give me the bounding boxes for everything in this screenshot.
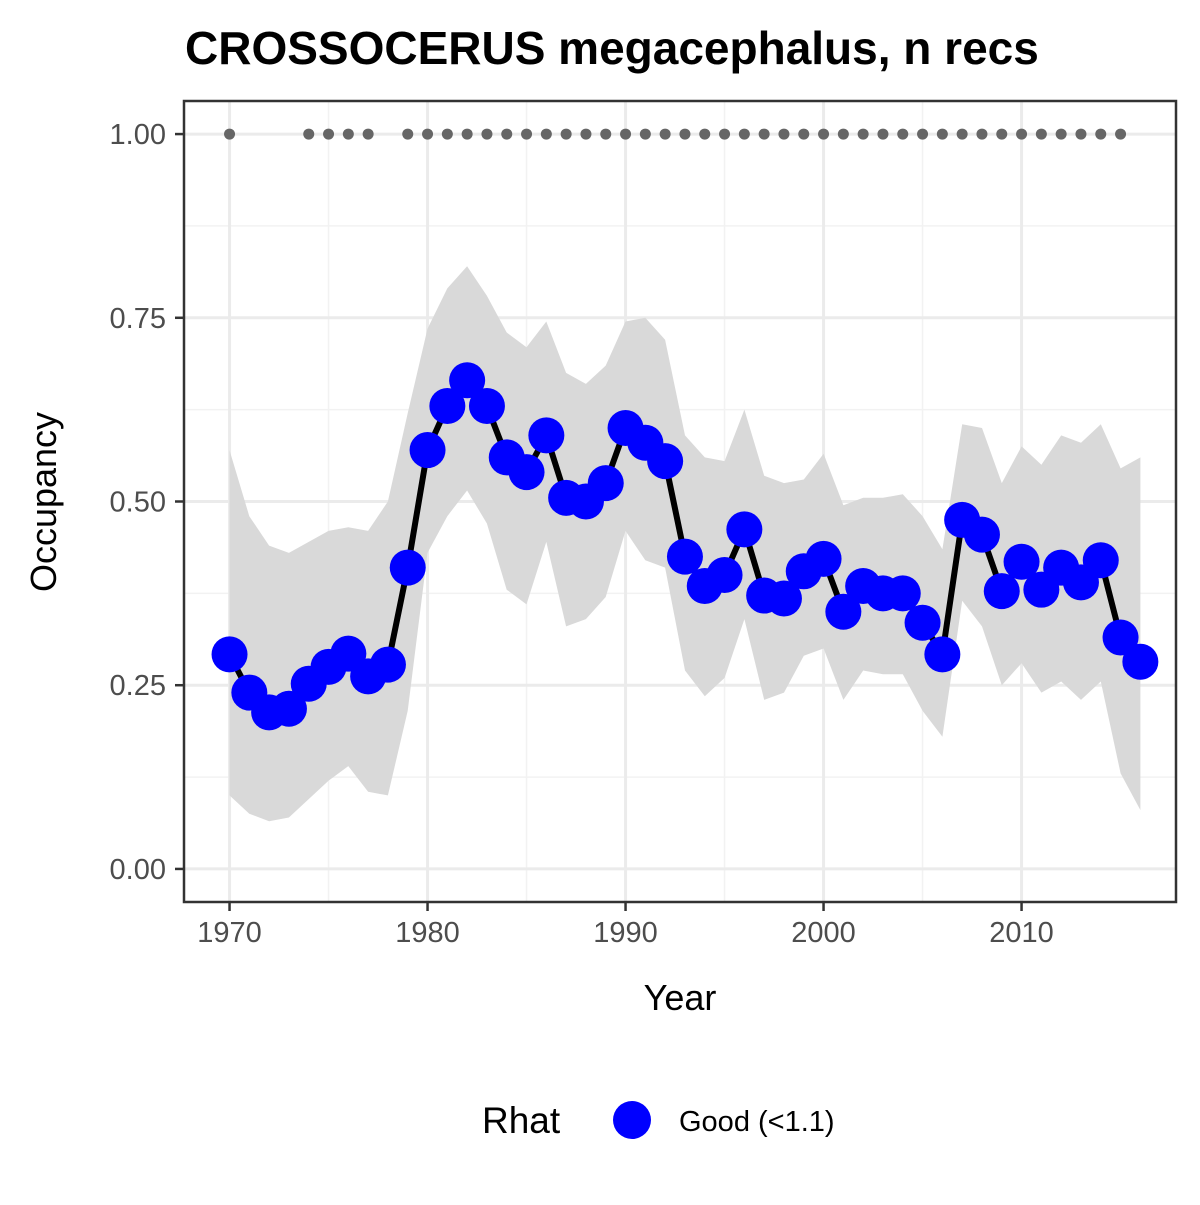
occupancy-point <box>706 556 743 593</box>
record-dot <box>719 128 731 140</box>
occupancy-point <box>805 540 842 577</box>
record-dot <box>818 128 830 140</box>
record-dot <box>461 128 473 140</box>
y-tick-label: 0.25 <box>110 670 166 702</box>
axis-ticks-layer: 1970 1980 1990 2000 2010 0.00 0.25 0.50 0.75 1.00 <box>110 119 1054 949</box>
record-dot <box>402 128 414 140</box>
record-dot <box>323 128 335 140</box>
record-dot <box>501 128 513 140</box>
occupancy-point <box>468 387 505 424</box>
record-dot <box>996 128 1008 140</box>
record-dots-layer <box>224 128 1127 140</box>
x-tick-label: 1980 <box>395 917 460 949</box>
record-dot <box>837 128 849 140</box>
record-dot <box>224 128 236 140</box>
occupancy-point <box>389 549 426 586</box>
occupancy-point <box>1082 542 1119 579</box>
record-dot <box>758 128 770 140</box>
occupancy-point <box>726 511 763 548</box>
record-dot <box>540 128 552 140</box>
record-dot <box>422 128 434 140</box>
record-dot <box>1016 128 1028 140</box>
occupancy-point <box>270 690 307 727</box>
record-dot <box>1115 128 1127 140</box>
occupancy-point <box>1102 619 1139 656</box>
occupancy-point <box>528 417 565 454</box>
y-tick-label: 0.75 <box>110 303 166 335</box>
y-tick-label: 0.50 <box>110 487 166 519</box>
record-dot <box>877 128 889 140</box>
record-dot <box>699 128 711 140</box>
record-dot <box>481 128 493 140</box>
occupancy-point <box>825 593 862 630</box>
x-axis-title: Year <box>644 977 717 1018</box>
occupancy-point <box>508 454 545 491</box>
record-dot <box>342 128 354 140</box>
legend-label-good: Good (<1.1) <box>679 1106 835 1138</box>
occupancy-point <box>587 465 624 502</box>
occupancy-point <box>963 516 1000 553</box>
record-dot <box>580 128 592 140</box>
record-dot <box>679 128 691 140</box>
x-tick-label: 1970 <box>197 917 262 949</box>
record-dot <box>798 128 810 140</box>
record-dot <box>956 128 968 140</box>
occupancy-point <box>884 575 921 612</box>
record-dot <box>441 128 453 140</box>
record-dot <box>600 128 612 140</box>
y-axis-title: Occupancy <box>23 412 64 592</box>
record-dot <box>778 128 790 140</box>
record-dot <box>659 128 671 140</box>
record-dot <box>620 128 632 140</box>
x-tick-label: 2000 <box>791 917 856 949</box>
occupancy-point <box>666 538 703 575</box>
record-dot <box>857 128 869 140</box>
chart-title: CROSSOCERUS megacephalus, n recs <box>185 22 1039 74</box>
occupancy-point <box>1122 643 1159 680</box>
occupancy-point <box>449 362 486 399</box>
occupancy-point <box>429 387 466 424</box>
record-dot <box>1035 128 1047 140</box>
record-dot <box>639 128 651 140</box>
occupancy-point <box>211 636 248 673</box>
occupancy-point <box>924 636 961 673</box>
occupancy-point <box>1003 543 1040 580</box>
record-dot <box>1075 128 1087 140</box>
record-dot <box>1095 128 1107 140</box>
record-dot <box>917 128 929 140</box>
record-dot <box>303 128 315 140</box>
record-dot <box>1055 128 1067 140</box>
record-dot <box>362 128 374 140</box>
occupancy-point <box>765 580 802 617</box>
legend: Rhat Good (<1.1) <box>482 1100 835 1141</box>
occupancy-point <box>904 604 941 641</box>
x-tick-label: 1990 <box>593 917 658 949</box>
y-tick-label: 0.00 <box>110 854 166 886</box>
record-dot <box>897 128 909 140</box>
occupancy-point <box>409 432 446 469</box>
occupancy-points-layer <box>211 362 1159 731</box>
record-dot <box>521 128 533 140</box>
occupancy-point <box>369 646 406 683</box>
record-dot <box>560 128 572 140</box>
occupancy-point <box>647 443 684 480</box>
record-dot <box>976 128 988 140</box>
y-tick-label: 1.00 <box>110 119 166 151</box>
occupancy-point <box>983 573 1020 610</box>
record-dot <box>738 128 750 140</box>
legend-title: Rhat <box>482 1100 561 1141</box>
record-dot <box>936 128 948 140</box>
legend-key-good <box>613 1101 651 1139</box>
x-tick-label: 2010 <box>989 917 1054 949</box>
